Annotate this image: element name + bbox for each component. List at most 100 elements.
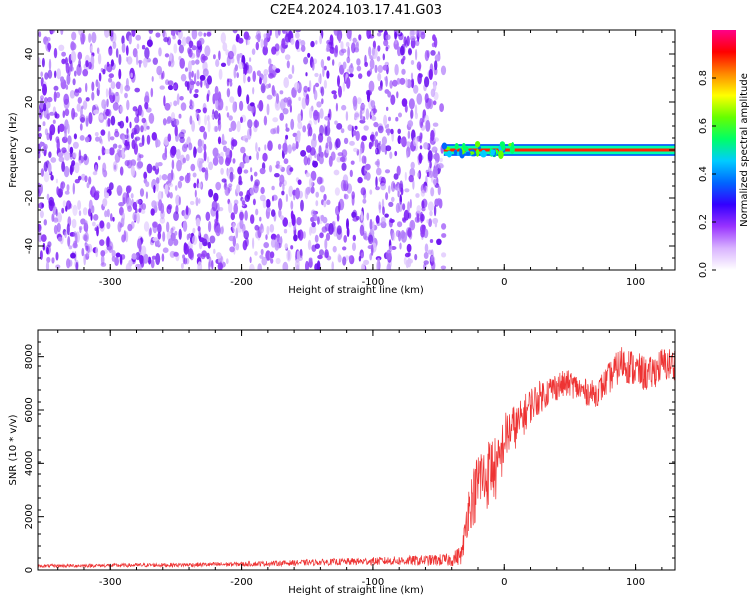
noise-blob <box>394 63 399 76</box>
noise-blob <box>144 102 149 110</box>
noise-blob <box>278 209 282 218</box>
noise-blob <box>190 60 196 66</box>
noise-blob <box>341 162 347 171</box>
noise-blob <box>355 41 359 51</box>
noise-blob <box>313 89 318 101</box>
noise-blob <box>402 203 406 211</box>
noise-blob <box>191 30 198 40</box>
noise-blob <box>250 167 253 173</box>
noise-blob <box>337 253 342 263</box>
noise-blob <box>228 202 233 214</box>
noise-blob <box>76 103 81 112</box>
noise-blob <box>241 200 246 206</box>
noise-blob <box>230 212 235 221</box>
noise-blob <box>341 104 347 111</box>
noise-blob <box>337 75 340 87</box>
noise-blob <box>157 231 162 240</box>
noise-blob <box>335 102 338 112</box>
noise-blob <box>349 169 353 178</box>
noise-blob <box>56 186 60 196</box>
noise-blob <box>363 232 367 240</box>
noise-blob <box>98 155 101 161</box>
noise-blob <box>296 217 302 226</box>
snr-frame <box>37 329 676 571</box>
noise-blob <box>144 47 150 60</box>
noise-blob <box>403 257 407 265</box>
noise-blob <box>394 31 397 40</box>
noise-blob <box>90 45 93 52</box>
noise-blob <box>289 104 292 113</box>
noise-blob <box>297 113 302 124</box>
noise-blob <box>319 34 322 45</box>
noise-blob <box>191 70 194 78</box>
noise-blob <box>363 259 370 265</box>
noise-blob <box>367 245 373 250</box>
noise-blob <box>266 225 270 236</box>
noise-blob <box>188 70 192 81</box>
noise-blob <box>397 128 402 134</box>
noise-blob <box>78 160 82 166</box>
noise-blob <box>217 119 222 132</box>
noise-blob <box>249 263 255 270</box>
noise-blob <box>232 30 238 34</box>
noise-blob <box>315 191 320 198</box>
noise-blob <box>420 31 426 40</box>
noise-blob <box>251 48 256 55</box>
noise-blob <box>40 71 43 77</box>
noise-blob <box>46 113 50 120</box>
noise-blob <box>55 208 58 217</box>
noise-blob <box>98 135 102 144</box>
noise-blob <box>155 253 161 265</box>
noise-blob <box>63 93 70 106</box>
spectrogram-y-axis-label: Frequency (Hz) <box>8 112 19 188</box>
noise-blob <box>412 136 418 147</box>
noise-blob <box>228 127 233 132</box>
noise-blob <box>416 93 423 105</box>
noise-blob <box>190 163 196 172</box>
x-tick-label: 0 <box>501 277 507 288</box>
noise-blob <box>174 125 178 137</box>
noise-blob <box>121 212 126 222</box>
noise-blob <box>55 91 61 99</box>
noise-blob <box>177 30 183 40</box>
noise-blob <box>111 255 116 262</box>
noise-blob <box>305 260 309 270</box>
noise-blob <box>83 234 88 242</box>
noise-blob <box>313 109 319 121</box>
noise-blob <box>266 94 273 100</box>
noise-blob <box>400 45 405 56</box>
noise-blob <box>325 147 330 154</box>
noise-blob <box>351 42 356 54</box>
noise-blob <box>41 57 45 68</box>
noise-blob <box>63 165 70 178</box>
noise-blob <box>297 121 303 130</box>
noise-blob <box>65 84 69 90</box>
noise-blob <box>236 120 241 133</box>
noise-blob <box>398 112 402 118</box>
noise-blob <box>46 101 51 109</box>
noise-blob <box>162 118 167 126</box>
noise-blob <box>366 70 371 77</box>
noise-blob <box>314 72 319 78</box>
noise-blob <box>308 257 313 262</box>
noise-blob <box>104 192 110 199</box>
noise-blob <box>43 102 47 112</box>
noise-blob <box>406 150 409 159</box>
noise-blob <box>263 69 269 76</box>
noise-blob <box>427 201 434 212</box>
noise-blob <box>208 256 212 268</box>
noise-blob <box>311 221 316 228</box>
noise-blob <box>60 76 65 83</box>
noise-blob <box>432 122 439 127</box>
noise-blob <box>288 221 292 228</box>
noise-blob <box>430 187 435 197</box>
noise-blob <box>121 35 125 45</box>
noise-blob <box>134 137 138 144</box>
noise-blob <box>366 212 370 221</box>
noise-blob <box>285 134 289 140</box>
noise-blob <box>191 45 197 51</box>
noise-blob <box>314 234 319 243</box>
noise-blob <box>282 30 286 34</box>
noise-blob <box>344 193 349 200</box>
noise-blob <box>38 57 41 67</box>
